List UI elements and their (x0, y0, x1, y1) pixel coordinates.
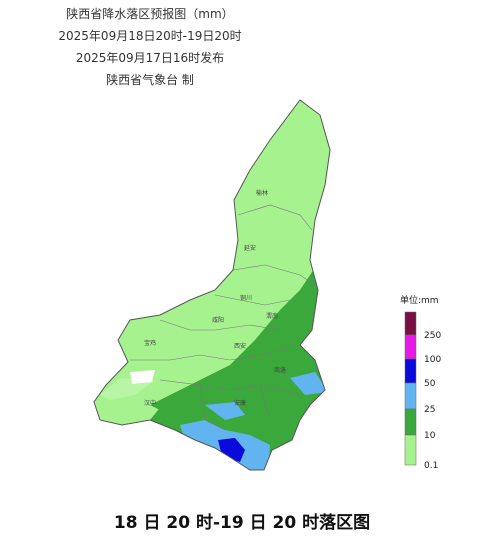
city-label: 汉中 (144, 399, 156, 407)
legend-label: 100 (424, 355, 441, 365)
city-label: 宝鸡 (144, 339, 156, 347)
city-label: 渭南 (266, 312, 278, 320)
city-label: 安康 (234, 399, 246, 407)
city-label: 铜川 (240, 294, 252, 302)
city-label: 商洛 (274, 366, 286, 374)
legend-unit: 单位:mm (400, 294, 439, 306)
legend-label: 250 (424, 331, 441, 341)
legend-label: 0.1 (424, 461, 438, 471)
legend-label: 25 (424, 405, 435, 415)
city-label: 咸阳 (212, 316, 224, 324)
legend-swatch (404, 434, 417, 466)
legend-swatch (404, 382, 417, 410)
legend-label: 50 (424, 379, 436, 389)
legend-swatch (404, 334, 417, 360)
legend-swatch (404, 358, 417, 384)
city-label: 榆林 (256, 189, 268, 197)
legend-swatch (404, 311, 417, 336)
period: 2025年09月18日20时-19日20时 (58, 29, 241, 43)
issued: 2025年09月17日16时发布 (76, 50, 224, 65)
legend-label: 10 (424, 431, 436, 441)
city-label: 延安 (244, 244, 256, 252)
issuer: 陕西省气象台 制 (106, 72, 194, 87)
title: 陕西省降水落区预报图（mm） (66, 6, 233, 21)
city-label: 西安 (234, 342, 246, 350)
legend-swatch (404, 408, 417, 436)
caption: 18 日 20 时-19 日 20 时落区图 (114, 513, 370, 533)
legend: 单位:mm 250 100 50 25 10 0.1 (400, 294, 441, 471)
